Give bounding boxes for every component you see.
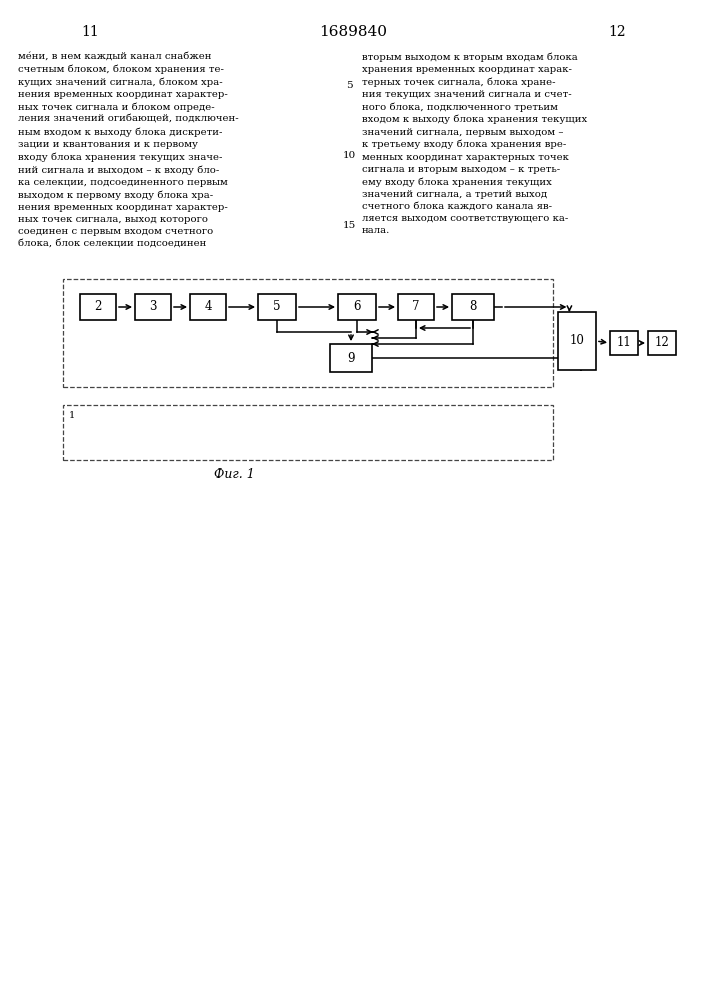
Text: 1689840: 1689840	[319, 25, 387, 39]
Bar	[338, 294, 376, 320]
Text: вторым выходом к вторым входам блока
хранения временных координат харак-
терных : вторым выходом к вторым входам блока хра…	[362, 52, 588, 235]
Text: 10: 10	[570, 334, 585, 348]
Text: 4: 4	[204, 300, 212, 314]
Bar	[258, 294, 296, 320]
Bar	[80, 294, 116, 320]
Text: 5: 5	[273, 300, 281, 314]
Bar	[63, 405, 553, 460]
Bar	[63, 279, 553, 387]
Bar	[135, 294, 171, 320]
Bar	[190, 294, 226, 320]
Text: 11: 11	[617, 336, 631, 350]
Text: 2: 2	[94, 300, 102, 314]
Bar	[610, 331, 638, 355]
Bar	[648, 331, 676, 355]
Bar	[558, 312, 596, 370]
Bar	[398, 294, 434, 320]
Text: 12: 12	[608, 25, 626, 39]
Text: 1: 1	[69, 411, 75, 420]
Bar	[330, 344, 372, 372]
Text: 7: 7	[412, 300, 420, 314]
Text: 9: 9	[347, 352, 355, 364]
Text: ме́ни, в нем каждый канал снабжен
счетным блоком, блоком хранения те-
кущих знач: ме́ни, в нем каждый канал снабжен счетны…	[18, 52, 239, 248]
Bar	[452, 294, 494, 320]
Text: 15: 15	[342, 221, 356, 230]
Text: 10: 10	[342, 151, 356, 160]
Text: 12: 12	[655, 336, 670, 350]
Text: Фиг. 1: Фиг. 1	[214, 468, 255, 481]
Text: 3: 3	[149, 300, 157, 314]
Text: 8: 8	[469, 300, 477, 314]
Text: 6: 6	[354, 300, 361, 314]
Text: 11: 11	[81, 25, 99, 39]
Text: 5: 5	[346, 82, 352, 91]
